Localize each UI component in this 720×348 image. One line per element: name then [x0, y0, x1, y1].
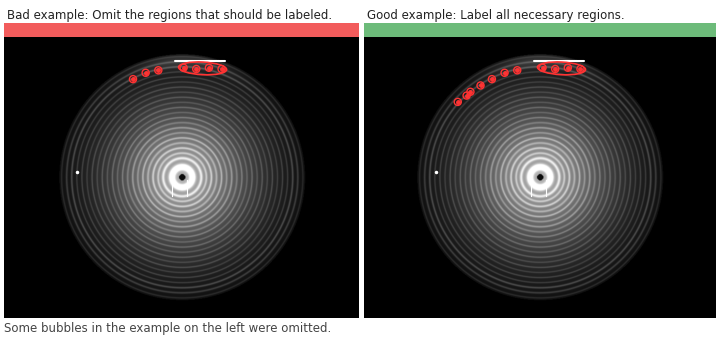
Bar — [4, 23, 359, 37]
Bar — [364, 23, 716, 37]
Text: Some bubbles in the example on the left were omitted.: Some bubbles in the example on the left … — [4, 322, 331, 335]
Text: Good example: Label all necessary regions.: Good example: Label all necessary region… — [367, 9, 625, 22]
Text: Bad example: Omit the regions that should be labeled.: Bad example: Omit the regions that shoul… — [7, 9, 333, 22]
Bar — [364, 37, 716, 318]
Bar — [4, 37, 359, 318]
